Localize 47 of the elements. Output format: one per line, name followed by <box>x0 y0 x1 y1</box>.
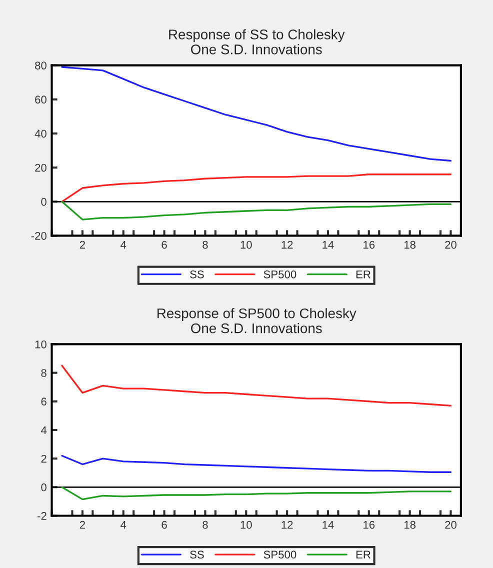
x-tick-label: 2 <box>80 520 85 529</box>
y-tick-label: 80 <box>35 62 46 70</box>
line-series <box>61 66 452 162</box>
x-tick-label: 2 <box>80 240 85 249</box>
legend-label: SS <box>190 270 204 278</box>
y-tick-label: 10 <box>35 340 46 348</box>
x-tick-label: 14 <box>322 521 334 529</box>
line-series <box>61 200 452 220</box>
y-tick-label: 2 <box>41 454 46 463</box>
legend-label: SP500 <box>264 270 296 278</box>
x-tick-label: 20 <box>445 520 456 529</box>
x-tick-label: 6 <box>162 240 167 249</box>
y-tick-label: 60 <box>35 96 46 104</box>
x-tick-label: 18 <box>404 240 416 249</box>
legend-label: ER <box>356 270 370 278</box>
x-tick-label: 10 <box>240 240 252 249</box>
chart-title: Response of SP500 to Cholesky One S.D. Innovations <box>158 308 356 334</box>
x-tick-label: 14 <box>322 240 334 249</box>
y-tick-label: 8 <box>41 369 46 377</box>
y-tick-label: -2 <box>38 512 46 520</box>
x-tick-label: 10 <box>240 520 252 529</box>
y-tick-label: 20 <box>35 164 46 172</box>
line-series <box>61 174 452 202</box>
legend-label: SP500 <box>264 550 296 559</box>
x-tick-label: 12 <box>282 240 293 249</box>
x-tick-label: 16 <box>364 520 375 529</box>
y-tick-label: 40 <box>34 130 46 138</box>
x-tick-label: 18 <box>404 520 416 529</box>
legend-label: ER <box>356 550 370 558</box>
chart-title: Response of SS to Cholesky One S.D. Innovations <box>169 29 345 54</box>
y-tick-label: 0 <box>41 483 46 492</box>
x-tick-label: 4 <box>120 240 126 249</box>
line-series <box>61 454 452 473</box>
x-tick-label: 8 <box>202 240 208 249</box>
y-tick-label: 4 <box>40 426 47 434</box>
x-tick-label: 20 <box>445 240 456 249</box>
x-tick-label: 16 <box>364 240 375 249</box>
x-tick-label: 12 <box>282 520 293 529</box>
x-tick-label: 6 <box>162 520 167 529</box>
x-tick-label: 4 <box>120 521 126 529</box>
line-series <box>61 364 452 407</box>
x-tick-label: 8 <box>202 520 208 529</box>
legend-label: SS <box>190 550 204 559</box>
line-series <box>61 486 452 500</box>
y-tick-label: -20 <box>31 232 46 240</box>
y-tick-label: 0 <box>41 198 46 206</box>
y-tick-label: 6 <box>41 398 46 406</box>
